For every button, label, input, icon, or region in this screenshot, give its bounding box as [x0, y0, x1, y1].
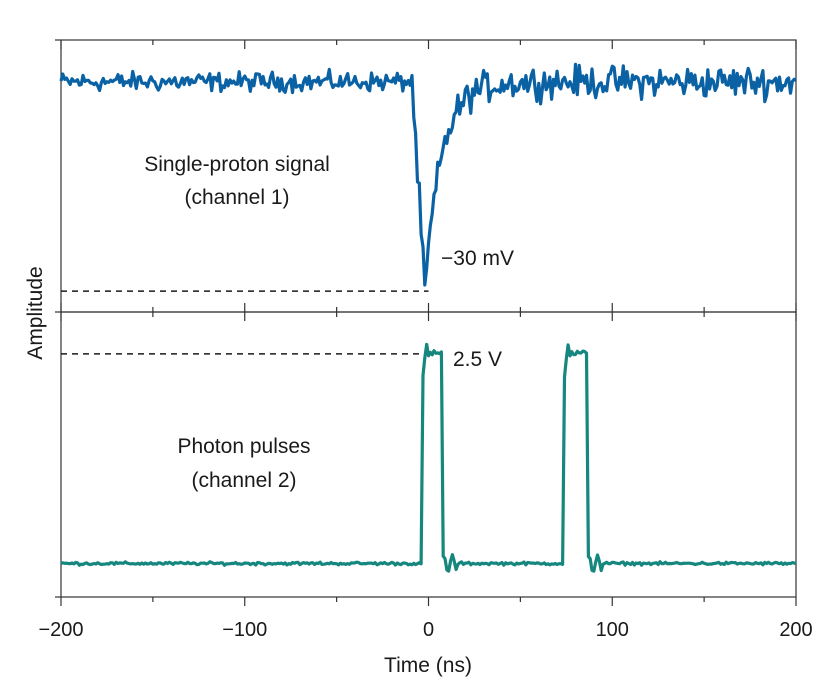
bottom-panel: Photon pulses (channel 2) 2.5 V [60, 311, 797, 598]
top-panel: Single-proton signal (channel 1) −30 mV [59, 39, 797, 313]
y-axis-title: Amplitude [24, 266, 47, 359]
channel-2-label: (channel 2) [191, 469, 296, 492]
x-tick-label: −200 [38, 619, 83, 641]
x-axis-ticks [55, 39, 797, 606]
channel-1-label: (channel 1) [184, 186, 289, 209]
photon-pulses-line [60, 342, 797, 573]
x-axis-tick-labels: −200 −100 0 100 200 [38, 619, 812, 641]
top-reference-label: −30 mV [441, 247, 514, 270]
single-proton-signal-line [59, 62, 797, 287]
x-tick-label: 100 [596, 619, 629, 641]
single-proton-signal-label: Single-proton signal [144, 153, 330, 176]
x-tick-label: −100 [222, 619, 267, 641]
bottom-reference-label: 2.5 V [453, 348, 502, 371]
x-tick-label: 0 [423, 619, 434, 641]
photon-pulses-label: Photon pulses [177, 435, 310, 458]
x-tick-label: 200 [779, 619, 812, 641]
x-axis-title: Time (ns) [384, 654, 472, 677]
